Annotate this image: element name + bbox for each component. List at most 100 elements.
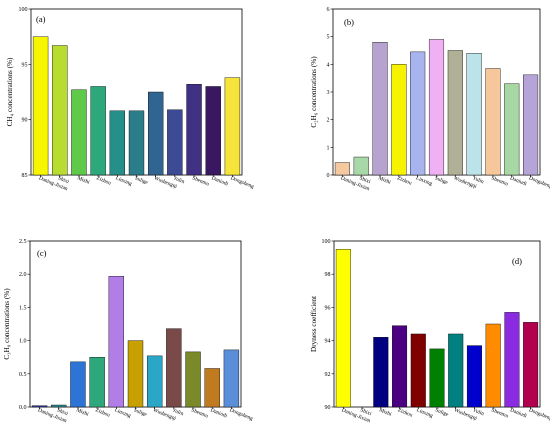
bar-wushengqi [147, 91, 164, 176]
y-tick-label: 85 [22, 173, 28, 179]
x-tick-label: Linxing [416, 407, 434, 419]
y-tick-label: 3 [327, 90, 330, 96]
bar-wushengqi [146, 355, 163, 408]
bar-daniudi [204, 368, 220, 408]
bar-linxing [109, 110, 125, 176]
bar-shenmu [185, 351, 201, 408]
x-tick-label: Mizhi [76, 175, 91, 186]
bar-daniudi [504, 83, 520, 176]
y-ticks: 85 90 95 100 [19, 7, 233, 179]
x-tick-label: Yulin [472, 407, 485, 417]
x-tick-label: Dongsheng [229, 407, 254, 422]
y-ticks: 90 92 94 96 98 100 [322, 239, 531, 411]
bar-shixi [353, 156, 369, 176]
x-tick-label: Daniudi [509, 407, 528, 419]
x-tick-label: Shixi [57, 175, 70, 185]
y-tick-label: 0 [327, 173, 330, 179]
y-tick-label: 94 [325, 339, 331, 345]
bar-group [32, 36, 241, 176]
y-ticks: 0 1 2 3 4 5 6 [327, 7, 531, 179]
x-tick-label: Shenmu [191, 175, 210, 187]
bar-linxing [410, 333, 426, 408]
x-tick-label: Mizhi [378, 407, 393, 418]
y-tick-label: 90 [325, 405, 331, 411]
bar-linxing [108, 275, 124, 408]
x-tick-label: Sulige [434, 407, 450, 418]
y-tick-label: 98 [325, 272, 331, 278]
bar-mizhi [70, 361, 86, 408]
x-tick-label: Yulin [171, 407, 184, 417]
y-tick-label: 95 [22, 62, 28, 68]
x-tick-label: Zizhou [396, 175, 413, 186]
x-tick-label: Mizhi [377, 175, 392, 186]
y-tick-label: 2 [327, 118, 330, 124]
x-tick-label: Shixi [56, 407, 69, 417]
y-axis-label: Dryness coefficient [310, 296, 318, 352]
bar-yulin [466, 345, 482, 408]
y-ticks: 0.0 0.5 1.0 1.5 2.0 2.5 [19, 239, 232, 411]
y-tick-label: 2.0 [19, 272, 27, 278]
bar-zizhou [89, 357, 105, 408]
x-tick-label: Linxing [415, 175, 433, 187]
x-tick-label: Dongsheng [528, 175, 550, 190]
y-tick-label: 1.0 [19, 339, 27, 345]
x-tick-label: Mizhi [75, 407, 90, 418]
x-tick-label: Shixi [359, 407, 372, 417]
x-tick-label: Daniudi [210, 175, 229, 187]
bar-sulige [428, 39, 445, 176]
bar-yulin [466, 53, 482, 176]
bar-wushengqi [448, 333, 464, 408]
bar-mizhi [373, 337, 389, 408]
bar-yulin [167, 109, 183, 176]
y-tick-label: 0.0 [19, 405, 27, 411]
y-tick-label: 92 [325, 372, 331, 378]
x-tick-label: Linxing [115, 175, 133, 187]
bar-zizhou [90, 86, 106, 176]
y-axis-label: C₂H₆ concentrations (%) [310, 56, 318, 128]
panel-label: (b) [344, 17, 354, 27]
x-tick-label: Daniudi [209, 407, 228, 419]
panel-label: (c) [37, 248, 47, 258]
bar-mizhi [372, 42, 388, 176]
bar-sulige [429, 348, 445, 408]
bar-daniug-jixian [335, 249, 351, 408]
y-tick-label: 0.5 [19, 372, 27, 378]
x-tick-label: Shenmu [190, 407, 209, 419]
panel-label: (a) [36, 14, 46, 24]
bar-daniudi [205, 86, 221, 176]
bar-group [334, 39, 539, 176]
panel-label: (d) [512, 256, 522, 266]
bar-zizhou [391, 64, 407, 176]
bar-linxing [410, 51, 426, 176]
bar-group [31, 275, 240, 408]
y-tick-label: 90 [22, 118, 28, 124]
y-tick-label: 1.5 [19, 305, 27, 311]
x-tick-label: Yulin [172, 175, 185, 185]
bar-dongsheng [523, 74, 539, 176]
y-tick-label: 2.5 [19, 239, 27, 245]
bar-dongsheng [224, 77, 241, 176]
bar-sulige [128, 110, 145, 176]
bar-dongsheng [523, 322, 539, 408]
y-tick-label: 100 [19, 7, 28, 13]
y-tick-label: 5 [327, 35, 330, 41]
x-tick-label: Shenmu [490, 175, 509, 187]
bar-shenmu [485, 323, 501, 408]
bar-group [335, 249, 539, 408]
bar-zizhou [392, 325, 408, 408]
x-tick-label: Shixi [358, 175, 371, 185]
x-tick-label: Shenmu [490, 407, 509, 419]
y-tick-label: 100 [322, 239, 331, 245]
bar-shenmu [485, 68, 501, 176]
bar-mizhi [71, 89, 87, 176]
y-tick-label: 6 [327, 7, 330, 13]
